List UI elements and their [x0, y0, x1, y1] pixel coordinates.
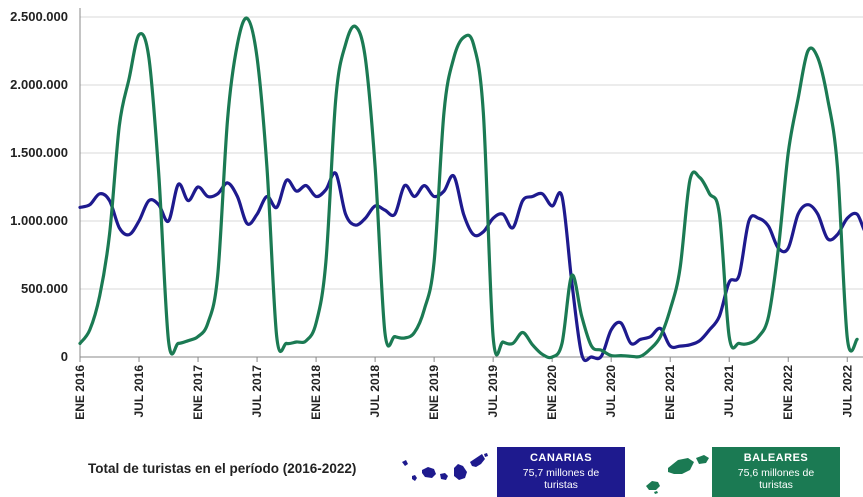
x-tick-label: JUL 2021 [722, 365, 736, 418]
y-tick-label: 2.000.000 [10, 77, 68, 92]
baleares-badge-value: 75,6 millones de [737, 467, 815, 479]
x-tick-label: ENE 2020 [545, 365, 559, 420]
x-tick-label: ENE 2022 [781, 365, 795, 420]
y-tick-label: 1.000.000 [10, 213, 68, 228]
baleares-badge-title: BALEARES [743, 452, 809, 464]
canary-islands-map-icon [402, 453, 488, 481]
x-axis-ticks: ENE 2016 JUL 2016 ENE 2017 JUL 2017 ENE 2018… [73, 357, 854, 420]
series-line-baleares [78, 16, 859, 360]
series-line-canarias [78, 171, 863, 363]
y-axis-ticks: 0 500.000 1.000.000 1.500.000 2.000.000 2.500… [10, 9, 68, 364]
y-tick-label: 0 [61, 349, 68, 364]
x-tick-label: JUL 2020 [604, 365, 618, 418]
x-tick-label: ENE 2021 [663, 365, 677, 420]
baleares-total-badge: BALEARES 75,6 millones de turistas [712, 447, 840, 497]
y-tick-label: 2.500.000 [10, 9, 68, 24]
canarias-badge-unit: turistas [544, 479, 578, 491]
y-tick-label: 1.500.000 [10, 145, 68, 160]
x-tick-label: ENE 2018 [309, 365, 323, 420]
total-period-label: Total de turistas en el período (2016-20… [88, 461, 357, 476]
y-tick-label: 500.000 [21, 281, 68, 296]
x-tick-label: ENE 2019 [427, 365, 441, 420]
line-chart: 0 500.000 1.000.000 1.500.000 2.000.000 2.500… [10, 8, 863, 420]
x-tick-label: JUL 2016 [132, 365, 146, 418]
gridlines [80, 16, 863, 290]
x-tick-label: ENE 2017 [191, 365, 205, 420]
series-group [78, 16, 863, 363]
x-tick-label: JUL 2018 [368, 365, 382, 418]
x-tick-label: JUL 2017 [250, 365, 264, 418]
x-tick-label: JUL 2022 [840, 365, 854, 418]
balearic-islands-map-icon [646, 455, 709, 494]
canarias-total-badge: CANARIAS 75,7 millones de turistas [497, 447, 625, 497]
canarias-badge-title: CANARIAS [529, 452, 593, 464]
baleares-badge-unit: turistas [759, 479, 793, 491]
canarias-badge-value: 75,7 millones de [522, 467, 600, 479]
x-tick-label: ENE 2016 [73, 365, 87, 420]
x-tick-label: JUL 2019 [486, 365, 500, 418]
